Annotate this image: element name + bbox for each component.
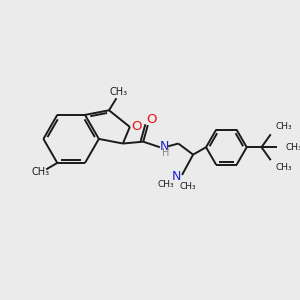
Text: CH₃: CH₃ — [109, 87, 127, 97]
Text: CH₃: CH₃ — [275, 163, 292, 172]
Text: CH₃: CH₃ — [286, 143, 300, 152]
Text: O: O — [131, 120, 142, 134]
Text: CH₃: CH₃ — [275, 122, 292, 131]
Text: CH₃: CH₃ — [179, 182, 196, 190]
Text: CH₃: CH₃ — [157, 180, 174, 189]
Text: CH₃: CH₃ — [32, 167, 50, 177]
Text: N: N — [160, 140, 169, 153]
Text: O: O — [146, 113, 157, 126]
Text: N: N — [172, 170, 181, 183]
Text: H: H — [162, 148, 169, 158]
